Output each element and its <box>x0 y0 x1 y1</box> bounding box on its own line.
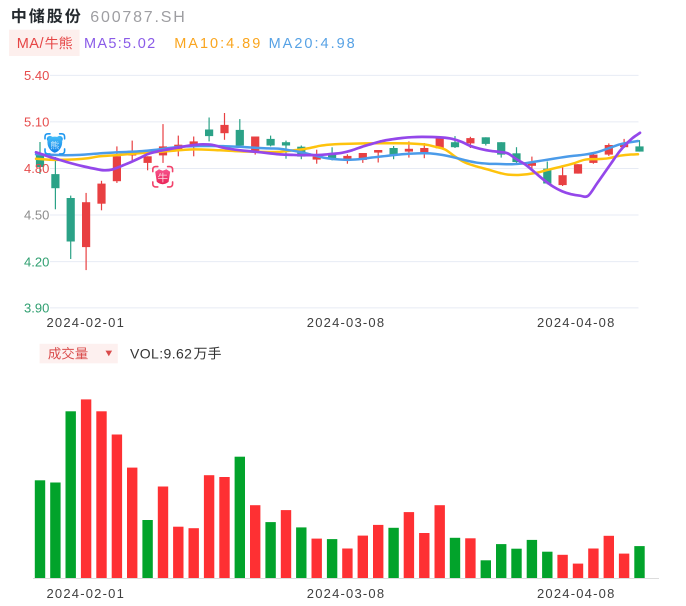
svg-text:600787.SH: 600787.SH <box>90 9 186 26</box>
svg-text:2024-03-08: 2024-03-08 <box>307 315 386 330</box>
svg-text:2024-02-01: 2024-02-01 <box>47 315 126 330</box>
svg-text:5.40: 5.40 <box>24 68 49 83</box>
svg-text:MA5:5.02: MA5:5.02 <box>84 36 156 52</box>
svg-text:4.50: 4.50 <box>24 208 49 223</box>
svg-text:MA/: MA/ <box>17 36 45 52</box>
svg-text:4.80: 4.80 <box>24 161 49 176</box>
svg-text:VOL:9.62: VOL:9.62 <box>130 345 192 361</box>
svg-text:MA20:4.98: MA20:4.98 <box>269 36 357 52</box>
svg-text:MA10:4.89: MA10:4.89 <box>174 36 262 52</box>
svg-text:4.20: 4.20 <box>24 254 49 269</box>
svg-text:5.10: 5.10 <box>24 115 49 130</box>
svg-text:2024-04-08: 2024-04-08 <box>537 315 616 330</box>
svg-text:3.90: 3.90 <box>24 301 49 316</box>
svg-text:2024-02-01: 2024-02-01 <box>47 586 126 601</box>
svg-text:2024-04-08: 2024-04-08 <box>537 586 616 601</box>
svg-text:2024-03-08: 2024-03-08 <box>307 586 386 601</box>
